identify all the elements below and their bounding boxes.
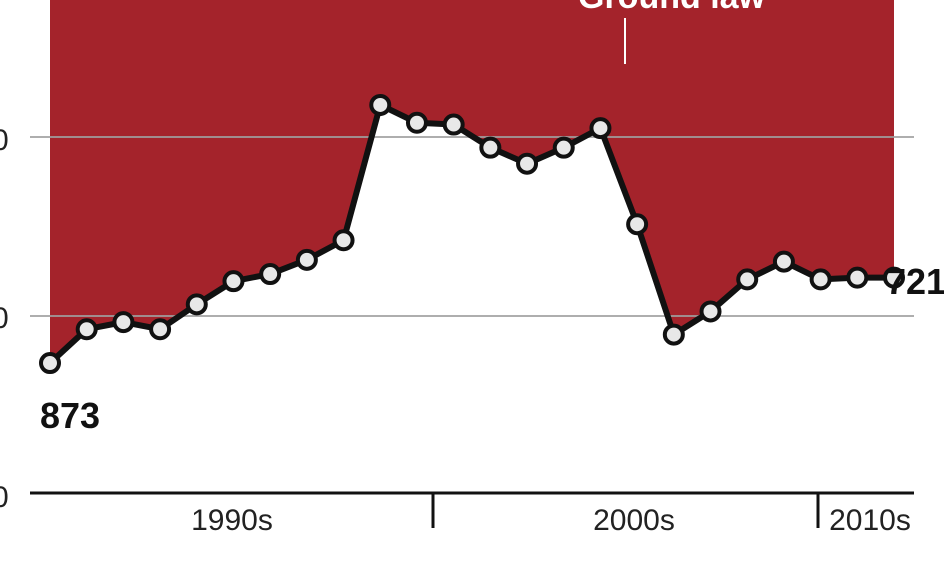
data-point bbox=[405, 111, 428, 134]
data-point bbox=[39, 352, 61, 375]
event-annotation: Ground law bbox=[578, 0, 766, 16]
data-point bbox=[846, 266, 869, 289]
data-point bbox=[222, 270, 245, 293]
series-markers bbox=[39, 93, 905, 375]
data-point bbox=[295, 248, 318, 271]
y-tick-label: 0 bbox=[0, 302, 9, 335]
x-category-label: 2010s bbox=[829, 504, 911, 537]
data-point bbox=[75, 318, 98, 341]
last-value-label: 721 bbox=[886, 261, 944, 302]
data-point bbox=[736, 268, 759, 291]
data-point bbox=[662, 323, 685, 346]
data-point bbox=[112, 311, 135, 334]
data-point bbox=[479, 136, 502, 159]
data-point bbox=[626, 213, 649, 236]
data-point bbox=[185, 293, 208, 316]
x-category-label: 2000s bbox=[593, 504, 675, 537]
data-point bbox=[516, 152, 539, 175]
y-axis-tick-labels: 0 0 0 bbox=[0, 124, 9, 514]
data-point bbox=[883, 266, 905, 289]
data-point bbox=[332, 229, 355, 252]
data-point bbox=[589, 117, 612, 140]
data-point bbox=[259, 263, 282, 286]
first-value-label: 873 bbox=[40, 395, 100, 436]
data-point bbox=[552, 136, 575, 159]
area-fill bbox=[50, 0, 894, 364]
data-point bbox=[699, 300, 722, 323]
y-tick-label: 0 bbox=[0, 481, 9, 514]
data-point bbox=[442, 113, 465, 136]
x-category-label: 1990s bbox=[191, 504, 273, 537]
data-point bbox=[809, 268, 832, 291]
data-point bbox=[149, 318, 172, 341]
data-point bbox=[369, 93, 392, 116]
y-tick-label: 0 bbox=[0, 124, 9, 157]
data-point bbox=[772, 250, 795, 273]
